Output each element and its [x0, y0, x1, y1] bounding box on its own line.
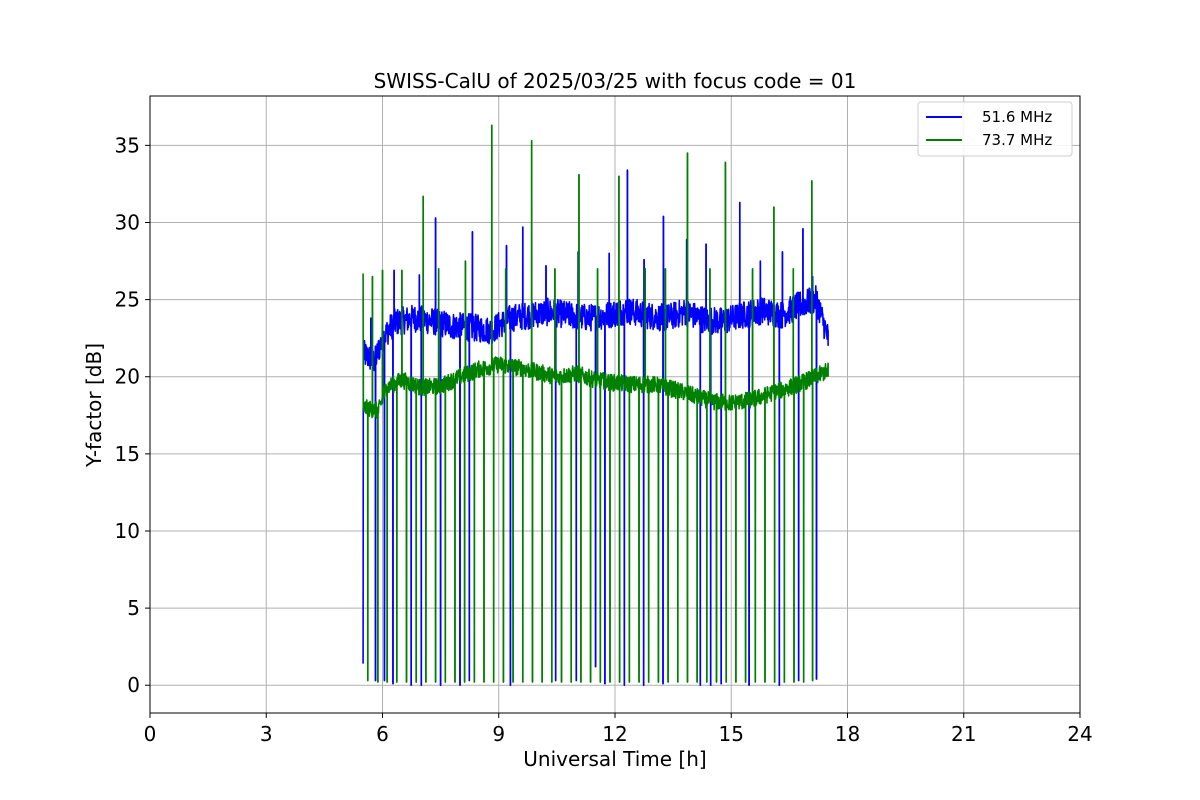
y-axis: 0 5 10 15 20 25 30 35 [115, 133, 150, 697]
series-layer [362, 124, 829, 686]
x-tick-label: 21 [951, 722, 976, 746]
series-73.7-mhz [362, 124, 829, 683]
x-tick-label: 24 [1067, 722, 1092, 746]
y-axis-label: Y-factor [dB] [82, 343, 106, 468]
legend-box [917, 101, 1073, 157]
legend-label-73.7-mhz: 73.7 MHz [982, 131, 1052, 149]
legend: 51.6 MHz 73.7 MHz [917, 101, 1073, 157]
y-tick-label: 30 [115, 210, 140, 234]
y-tick-label: 35 [115, 133, 140, 157]
legend-label-51.6-mhz: 51.6 MHz [982, 108, 1052, 126]
y-tick-label: 25 [115, 288, 140, 312]
x-tick-label: 15 [719, 722, 744, 746]
x-axis: 0 3 6 9 12 15 18 21 24 [144, 713, 1093, 746]
x-tick-label: 12 [602, 722, 627, 746]
y-tick-label: 10 [115, 519, 140, 543]
x-tick-label: 18 [835, 722, 860, 746]
x-tick-label: 0 [144, 722, 157, 746]
x-axis-label: Universal Time [h] [523, 747, 706, 771]
y-tick-label: 20 [115, 365, 140, 389]
y-tick-label: 0 [127, 673, 140, 697]
y-tick-label: 15 [115, 442, 140, 466]
x-tick-label: 6 [376, 722, 389, 746]
chart-title: SWISS-CalU of 2025/03/25 with focus code… [374, 69, 857, 93]
y-tick-label: 5 [127, 596, 140, 620]
x-tick-label: 3 [260, 722, 273, 746]
x-tick-label: 9 [492, 722, 505, 746]
